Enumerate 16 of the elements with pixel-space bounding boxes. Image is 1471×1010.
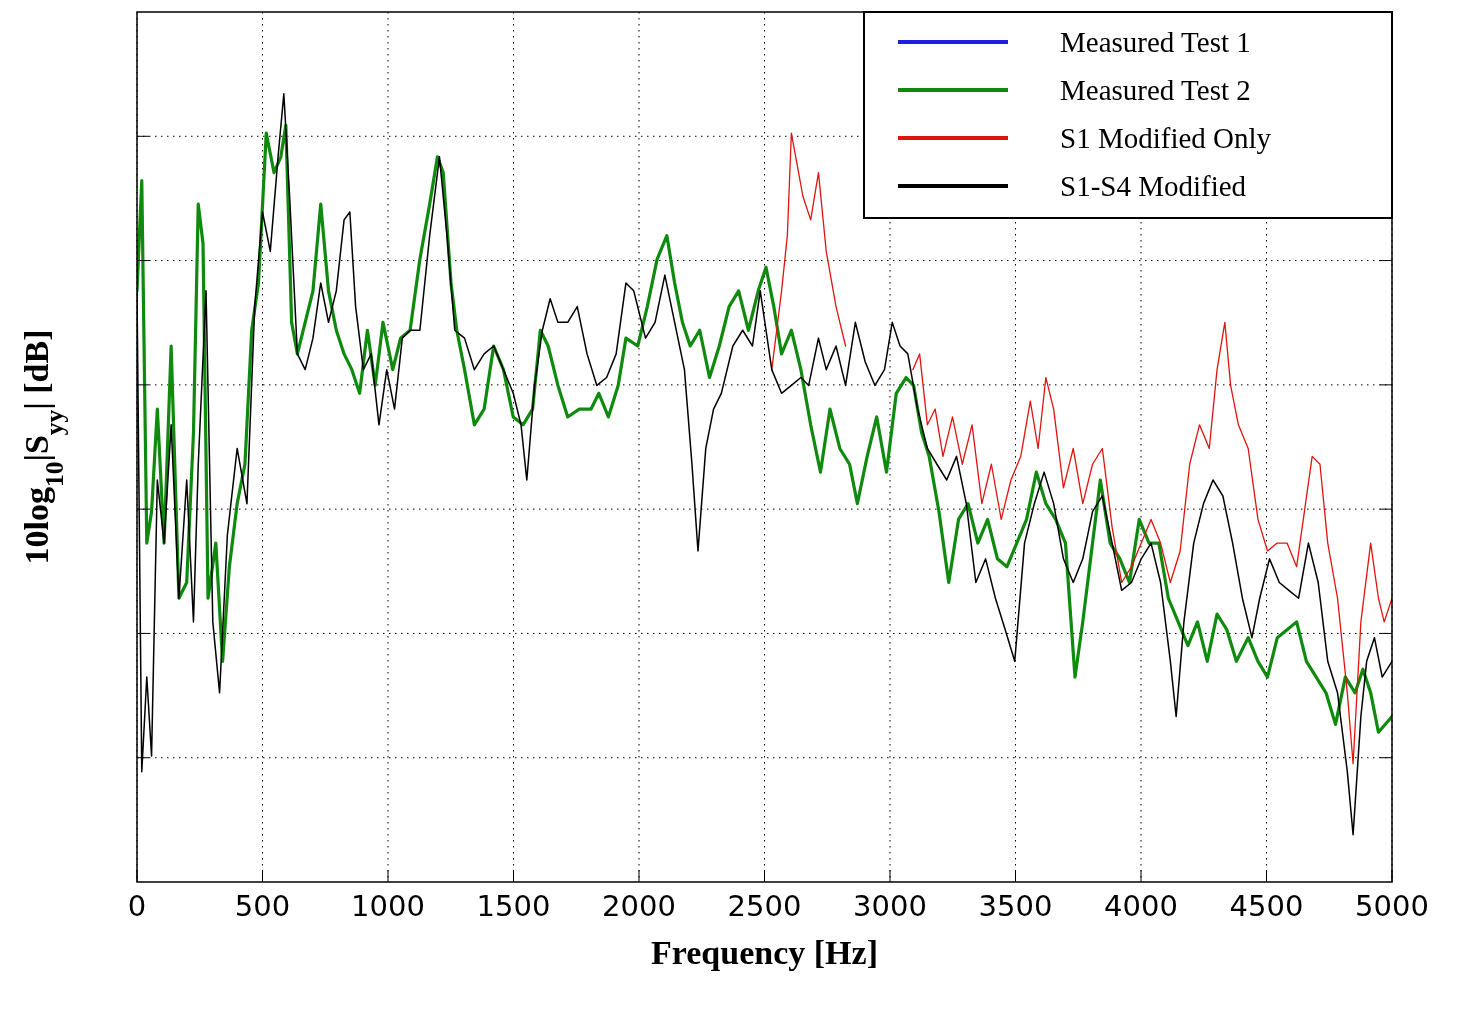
x-axis-title: Frequency [Hz] xyxy=(651,934,878,971)
legend-label: S1-S4 Modified xyxy=(1060,170,1247,202)
x-tick-label: 3000 xyxy=(853,889,927,923)
x-tick-label: 0 xyxy=(127,889,147,923)
x-tick-label: 4000 xyxy=(1104,889,1178,923)
legend-label: Measured Test 2 xyxy=(1060,74,1251,106)
x-tick-label: 4500 xyxy=(1229,889,1304,923)
x-tick-label: 5000 xyxy=(1355,889,1429,923)
legend-label: Measured Test 1 xyxy=(1060,26,1251,58)
x-tick-label: 1000 xyxy=(351,889,425,923)
legend-label: S1 Modified Only xyxy=(1060,122,1272,154)
x-tick-label: 1500 xyxy=(476,889,551,923)
x-tick-label: 3500 xyxy=(978,889,1053,923)
x-tick-label: 2000 xyxy=(602,889,676,923)
x-tick-label: 500 xyxy=(234,889,291,923)
x-tick-label: 2500 xyxy=(727,889,802,923)
